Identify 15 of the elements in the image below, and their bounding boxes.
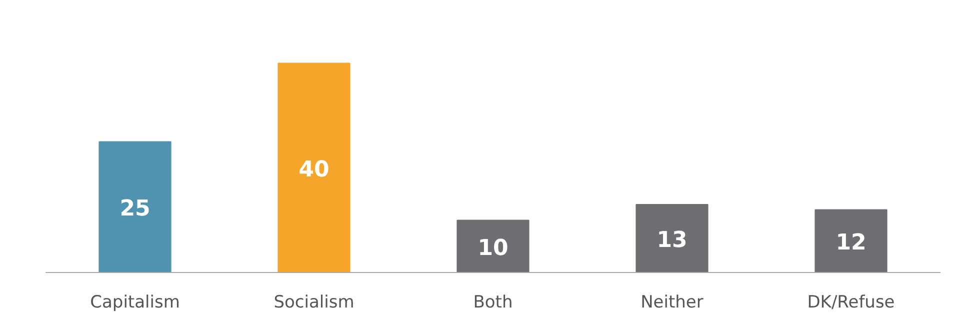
data-label: 10 xyxy=(478,236,508,261)
data-label: 13 xyxy=(656,228,688,253)
bar xyxy=(456,220,530,272)
bar xyxy=(814,209,888,272)
data-label: 12 xyxy=(836,230,866,256)
bar xyxy=(98,141,172,272)
x-tick-label: Capitalism xyxy=(90,292,180,312)
data-label: 25 xyxy=(120,196,150,222)
x-tick-label: Socialism xyxy=(274,292,354,312)
data-label: 40 xyxy=(298,157,330,182)
x-tick-label: Both xyxy=(473,292,513,312)
bar xyxy=(278,62,350,272)
bar xyxy=(636,204,708,272)
x-tick-label: DK/Refuse xyxy=(807,292,895,312)
x-tick-label: Neither xyxy=(640,292,704,312)
